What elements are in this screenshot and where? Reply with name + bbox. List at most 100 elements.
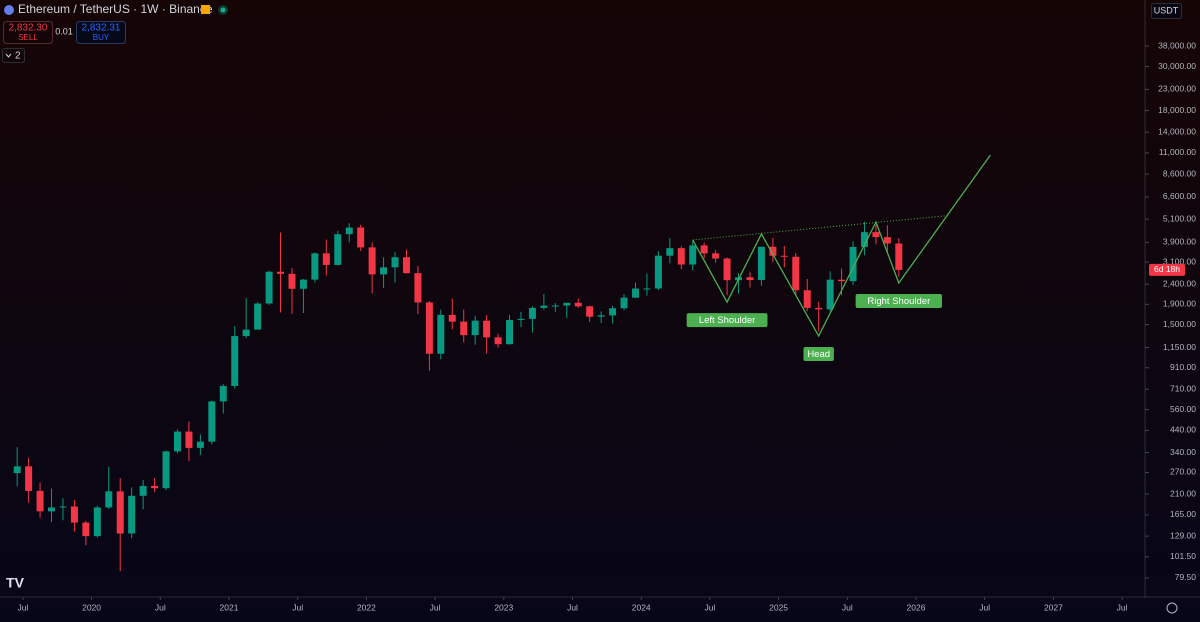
tv-logo[interactable]: TV: [6, 575, 25, 591]
candle-body: [59, 506, 67, 508]
time-tick-label: 2023: [494, 602, 513, 612]
time-tick-label: Jul: [430, 602, 441, 612]
price-tick-label: 101.50: [1170, 551, 1196, 561]
candle-body: [860, 232, 868, 247]
candle-body: [139, 485, 147, 496]
sell-button[interactable]: [3, 21, 53, 44]
candle-body: [151, 485, 159, 489]
candle-body: [528, 307, 536, 319]
price-tick-label: 3,100.00: [1163, 256, 1196, 266]
candle-body: [666, 248, 674, 256]
currency-button[interactable]: [1151, 3, 1182, 19]
candle-body: [849, 246, 857, 282]
candle-body: [483, 320, 491, 338]
candle-body: [231, 336, 239, 386]
currency: USDT: [1154, 5, 1179, 15]
candle-body: [471, 320, 479, 336]
candle-body: [815, 307, 823, 310]
candle-body: [82, 522, 90, 537]
candle-body: [254, 303, 262, 330]
candle-body: [780, 255, 788, 257]
buy-label: BUY: [93, 33, 110, 42]
time-tick-label: Jul: [567, 602, 578, 612]
price-tick-label: 23,000.00: [1158, 84, 1196, 94]
candle-body: [357, 227, 365, 248]
candle-body: [609, 308, 617, 316]
price-tick-label: 30,000.00: [1158, 61, 1196, 71]
candle-body: [677, 248, 685, 265]
settings-icon[interactable]: [1166, 602, 1178, 614]
price-tick-label: 8,600.00: [1163, 168, 1196, 178]
pattern-label-box: [803, 347, 834, 362]
candle-body: [345, 227, 353, 235]
candle-body: [208, 401, 216, 442]
candle-body: [128, 495, 136, 534]
price-tick-label: 340.00: [1170, 447, 1196, 457]
candle-body: [746, 277, 754, 281]
price-tick-label: 1,900.00: [1163, 299, 1196, 309]
sell-label: SELL: [18, 33, 38, 42]
candle-body: [116, 491, 124, 534]
pattern-label: Right Shoulder: [867, 296, 930, 307]
price-tick-label: 1,500.00: [1163, 319, 1196, 329]
time-tick-label: Jul: [155, 602, 166, 612]
candle-body: [425, 302, 433, 354]
time-tick-label: Jul: [292, 602, 303, 612]
pattern-line: [692, 154, 991, 338]
candle-body: [196, 441, 204, 448]
price-tick-label: 5,100.00: [1163, 213, 1196, 223]
candle-body: [277, 271, 285, 274]
candle-body: [803, 290, 811, 308]
candle-body: [757, 246, 765, 281]
candle-body: [391, 257, 399, 268]
candle-body: [597, 315, 605, 317]
price-tick-label: 2,400.00: [1163, 278, 1196, 288]
indicators-toggle[interactable]: [2, 48, 25, 63]
price-tick-label: 165.00: [1170, 509, 1196, 519]
time-tick-label: 2025: [769, 602, 788, 612]
candle-body: [448, 314, 456, 322]
candle-body: [402, 257, 410, 274]
price-tick-label: 11,000.00: [1159, 147, 1196, 157]
buy-price: 2,832.31: [82, 23, 121, 34]
pattern-label-box: [686, 313, 768, 328]
symbol-icon[interactable]: [4, 5, 14, 15]
time-tick-label: 2024: [632, 602, 651, 612]
candle-body: [540, 305, 548, 308]
price-tick-label: 560.00: [1170, 404, 1196, 414]
price-tick-label: 1,150.00: [1163, 342, 1196, 352]
candle-body: [883, 237, 891, 244]
chevron-icon: [5, 53, 12, 58]
candle-body: [631, 288, 639, 298]
candle-body: [689, 245, 697, 265]
candle-body: [506, 319, 514, 345]
candle-body: [368, 247, 376, 275]
time-tick-label: 2026: [907, 602, 926, 612]
quantity: 0.01: [55, 26, 73, 36]
candle-body: [322, 253, 330, 265]
candle-body: [700, 245, 708, 254]
candle-body: [792, 256, 800, 291]
candle-body: [586, 306, 594, 317]
price-tick-label: 18,000.00: [1158, 105, 1196, 115]
price-tick-label: 14,000.00: [1158, 126, 1196, 136]
buy-button[interactable]: [76, 21, 126, 44]
candle-body: [872, 232, 880, 238]
candle-body: [769, 246, 777, 256]
candle-body: [334, 234, 342, 265]
candle-body: [414, 273, 422, 303]
candle-body: [185, 431, 193, 448]
countdown: 6d 18h: [1154, 264, 1180, 274]
price-tick-label: 440.00: [1170, 425, 1196, 435]
time-tick-label: Jul: [842, 602, 853, 612]
candle-body: [162, 451, 170, 489]
flag-icon[interactable]: [201, 5, 210, 14]
candle-body: [437, 314, 445, 354]
candle-body: [311, 253, 319, 280]
symbol-title[interactable]: Ethereum / TetherUS · 1W · Binance: [18, 2, 213, 16]
candle-body: [380, 267, 388, 275]
candle-body: [173, 431, 181, 452]
